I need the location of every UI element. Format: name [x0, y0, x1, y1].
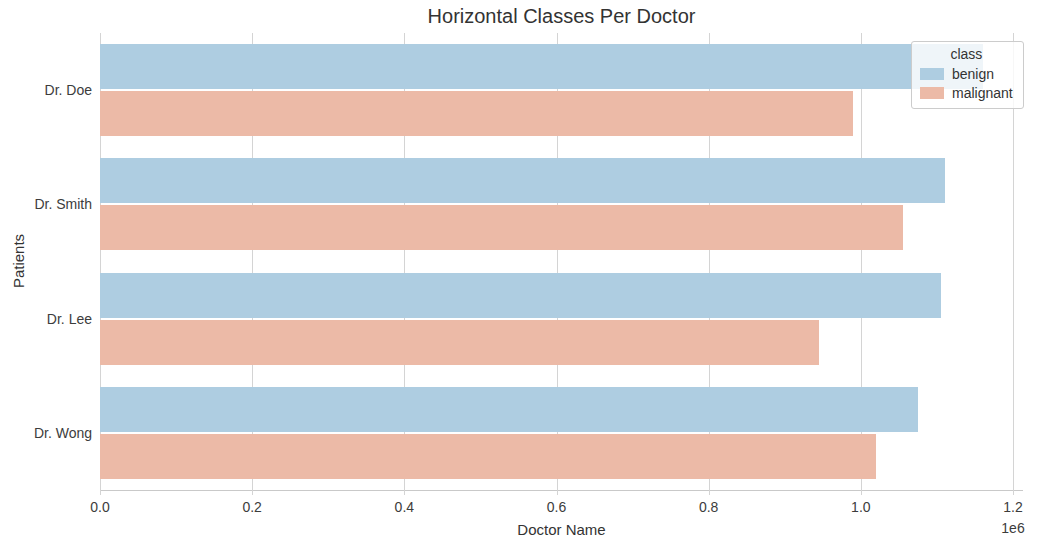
bar-group-dr-wong	[100, 376, 1023, 490]
legend-item-malignant: malignant	[920, 83, 1013, 102]
legend-title: class	[920, 46, 1013, 62]
legend-item-label: malignant	[952, 85, 1013, 101]
legend-item-label: benign	[952, 66, 994, 82]
y-tick-label: Dr. Smith	[0, 147, 92, 261]
bar-benign	[100, 44, 983, 89]
x-tick-label: 0.4	[395, 499, 414, 515]
bar-malignant	[100, 205, 903, 250]
bar-benign	[100, 158, 945, 203]
x-tick-label: 0.8	[699, 499, 718, 515]
x-tick-label: 0.0	[90, 499, 109, 515]
bar-benign	[100, 387, 918, 432]
legend-swatch-icon	[920, 68, 944, 80]
y-tick-label: Dr. Wong	[0, 376, 92, 490]
x-tick-label: 0.6	[547, 499, 566, 515]
bar-group-dr-lee	[100, 262, 1023, 376]
legend-items: benign malignant	[920, 64, 1013, 102]
bar-group-dr-doe	[100, 33, 1023, 147]
x-axis-offset-label: 1e6	[1001, 520, 1024, 536]
y-tick-label: Dr. Doe	[0, 33, 92, 147]
x-axis-label: Doctor Name	[100, 521, 1023, 538]
chart-container: Horizontal Classes Per Doctor Patients D…	[0, 0, 1038, 549]
bar-malignant	[100, 434, 876, 479]
bar-malignant	[100, 91, 853, 136]
bar-group-dr-smith	[100, 147, 1023, 261]
bar-benign	[100, 273, 941, 318]
y-tick-label: Dr. Lee	[0, 262, 92, 376]
x-tick-label: 1.0	[851, 499, 870, 515]
x-tick-label: 0.2	[242, 499, 261, 515]
legend-swatch-icon	[920, 87, 944, 99]
y-axis-tick-labels: Dr. DoeDr. SmithDr. LeeDr. Wong	[0, 33, 92, 490]
x-tick-label: 1.2	[1003, 499, 1022, 515]
chart-title: Horizontal Classes Per Doctor	[100, 5, 1023, 28]
bar-malignant	[100, 320, 819, 365]
x-axis-tick-labels: 0.00.20.40.60.81.01.2	[100, 499, 1023, 515]
plot-area	[100, 33, 1023, 491]
legend: class benign malignant	[911, 41, 1024, 109]
legend-item-benign: benign	[920, 64, 1013, 83]
